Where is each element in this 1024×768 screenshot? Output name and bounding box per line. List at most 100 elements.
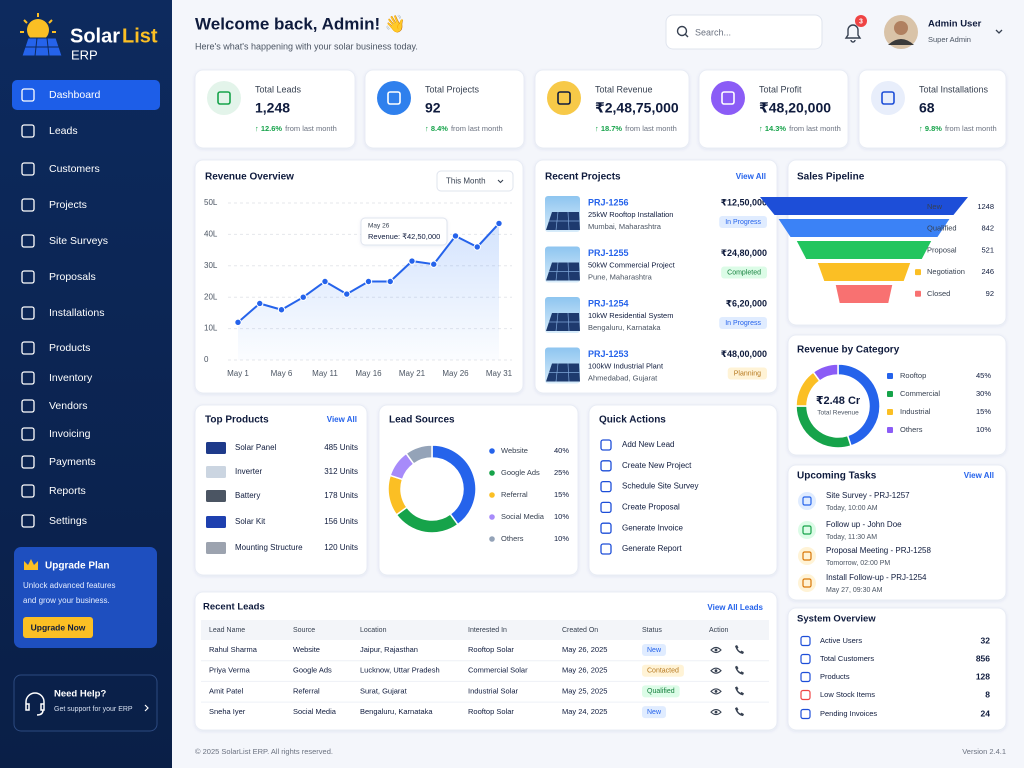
- nav-label[interactable]: Projects: [49, 199, 87, 211]
- view-icon[interactable]: [710, 646, 722, 654]
- legend-swatch: [887, 427, 893, 433]
- view-all-link[interactable]: View All: [964, 471, 994, 480]
- project-id[interactable]: PRJ-1255: [588, 248, 629, 258]
- project-id[interactable]: PRJ-1256: [588, 197, 629, 207]
- tooltip-text: Revenue: ₹42,50,000: [368, 232, 440, 241]
- nav-icon: [21, 455, 35, 469]
- legend-label: Industrial: [900, 407, 931, 416]
- search-box[interactable]: [665, 14, 823, 50]
- table-cell: Lucknow, Uttar Pradesh: [360, 666, 440, 675]
- project-image-grid: [549, 262, 580, 281]
- view-icon[interactable]: [710, 688, 722, 695]
- overview-value: 128: [976, 671, 990, 681]
- upgrade-button-label[interactable]: Upgrade Now: [31, 622, 86, 632]
- call-icon[interactable]: [735, 645, 744, 654]
- table-cell: Sneha Iyer: [209, 707, 246, 716]
- product-name: Solar Panel: [235, 443, 277, 452]
- task-icon-glyph: [802, 551, 812, 561]
- stat-label: Total Installations: [919, 84, 989, 94]
- brand-sub: ERP: [71, 47, 98, 62]
- card: [378, 404, 579, 576]
- quick-action[interactable]: Schedule Site Survey: [622, 482, 699, 491]
- nav-label[interactable]: Proposals: [49, 271, 96, 283]
- chevron[interactable]: [995, 29, 1003, 34]
- search-placeholder[interactable]: Search...: [695, 27, 731, 37]
- view-all-link[interactable]: View All: [327, 415, 357, 424]
- project-image-grid: [549, 211, 580, 231]
- bell-icon[interactable]: [844, 24, 862, 43]
- status-badge-label: New: [647, 647, 662, 654]
- nav-label[interactable]: Dashboard: [49, 89, 101, 101]
- column-header: Source: [293, 627, 315, 634]
- call-icon[interactable]: [735, 707, 744, 717]
- column-header: Interested In: [468, 627, 507, 634]
- nav-label[interactable]: Inventory: [49, 372, 93, 384]
- dropdown-label[interactable]: This Month: [446, 177, 486, 186]
- legend-label: Rooftop: [900, 371, 926, 380]
- nav-label[interactable]: Site Surveys: [49, 235, 108, 247]
- legend-value: 45%: [976, 371, 991, 380]
- nav-label[interactable]: Reports: [49, 485, 86, 497]
- table-header: [201, 620, 769, 640]
- card-title: Sales Pipeline: [797, 172, 865, 183]
- stat-icon: [547, 81, 581, 115]
- nav-label[interactable]: Settings: [49, 515, 87, 527]
- legend-label: Others: [501, 534, 524, 543]
- nav-item[interactable]: [12, 80, 160, 110]
- nav-label[interactable]: Customers: [49, 163, 100, 175]
- quick-action[interactable]: Create Proposal: [622, 503, 680, 512]
- call-icon[interactable]: [735, 686, 744, 696]
- dropdown[interactable]: [436, 170, 514, 192]
- table-cell: Jaipur, Rajasthan: [360, 645, 418, 654]
- quick-action[interactable]: Create New Project: [622, 461, 692, 470]
- nav-label[interactable]: Invoicing: [49, 428, 91, 440]
- project-image-grid: [549, 363, 580, 382]
- stat-change: ↑ 18.7%: [595, 124, 622, 133]
- nav-label[interactable]: Payments: [49, 456, 96, 468]
- nav-label[interactable]: Leads: [49, 125, 78, 137]
- funnel-segment: [835, 285, 893, 303]
- card-title: Recent Leads: [203, 602, 265, 613]
- view-all-link[interactable]: View All Leads: [707, 603, 763, 612]
- product-units: 312 Units: [324, 467, 358, 476]
- table-cell: Rahul Sharma: [209, 645, 258, 654]
- status-badge-label: In Progress: [725, 320, 761, 327]
- product-units: 178 Units: [324, 491, 358, 500]
- stat-note: from last month: [945, 124, 997, 133]
- help-box[interactable]: [13, 674, 158, 732]
- nav-label[interactable]: Vendors: [49, 400, 88, 412]
- y-tick-label: 10L: [204, 324, 218, 333]
- stat-note: from last month: [285, 124, 337, 133]
- overview-icon: [800, 689, 811, 701]
- upgrade-button[interactable]: [23, 617, 93, 638]
- quick-action[interactable]: Generate Report: [622, 544, 682, 553]
- legend-label: Website: [501, 446, 528, 455]
- quick-action[interactable]: Generate Invoice: [622, 523, 683, 532]
- chevron: [144, 704, 149, 712]
- task-icon: [798, 492, 816, 510]
- action-icon: [600, 460, 612, 472]
- point: [321, 277, 329, 286]
- product-name: Solar Kit: [235, 517, 266, 526]
- view-all-link[interactable]: View All: [736, 172, 766, 181]
- point: [495, 219, 503, 228]
- call-icon[interactable]: [735, 665, 744, 675]
- nav-label[interactable]: Products: [49, 342, 90, 354]
- view-icon[interactable]: [710, 709, 722, 716]
- product-units: 485 Units: [324, 443, 358, 452]
- footer-version: Version 2.4.1: [962, 747, 1006, 756]
- project-name: 10kW Residential System: [588, 311, 673, 320]
- quick-action[interactable]: Add New Lead: [622, 440, 674, 449]
- point: [256, 299, 264, 308]
- task-title: Proposal Meeting - PRJ-1258: [826, 546, 931, 555]
- nav-label[interactable]: Installations: [49, 307, 104, 319]
- legend-value: 25%: [554, 468, 569, 477]
- view-icon[interactable]: [710, 667, 722, 674]
- product-icon: [206, 542, 226, 554]
- chevron: [497, 179, 504, 184]
- project-id[interactable]: PRJ-1253: [588, 349, 629, 359]
- stat-label: Total Profit: [759, 84, 802, 94]
- product-icon: [206, 442, 226, 454]
- x-tick-label: May 31: [486, 369, 513, 378]
- project-id[interactable]: PRJ-1254: [588, 298, 629, 308]
